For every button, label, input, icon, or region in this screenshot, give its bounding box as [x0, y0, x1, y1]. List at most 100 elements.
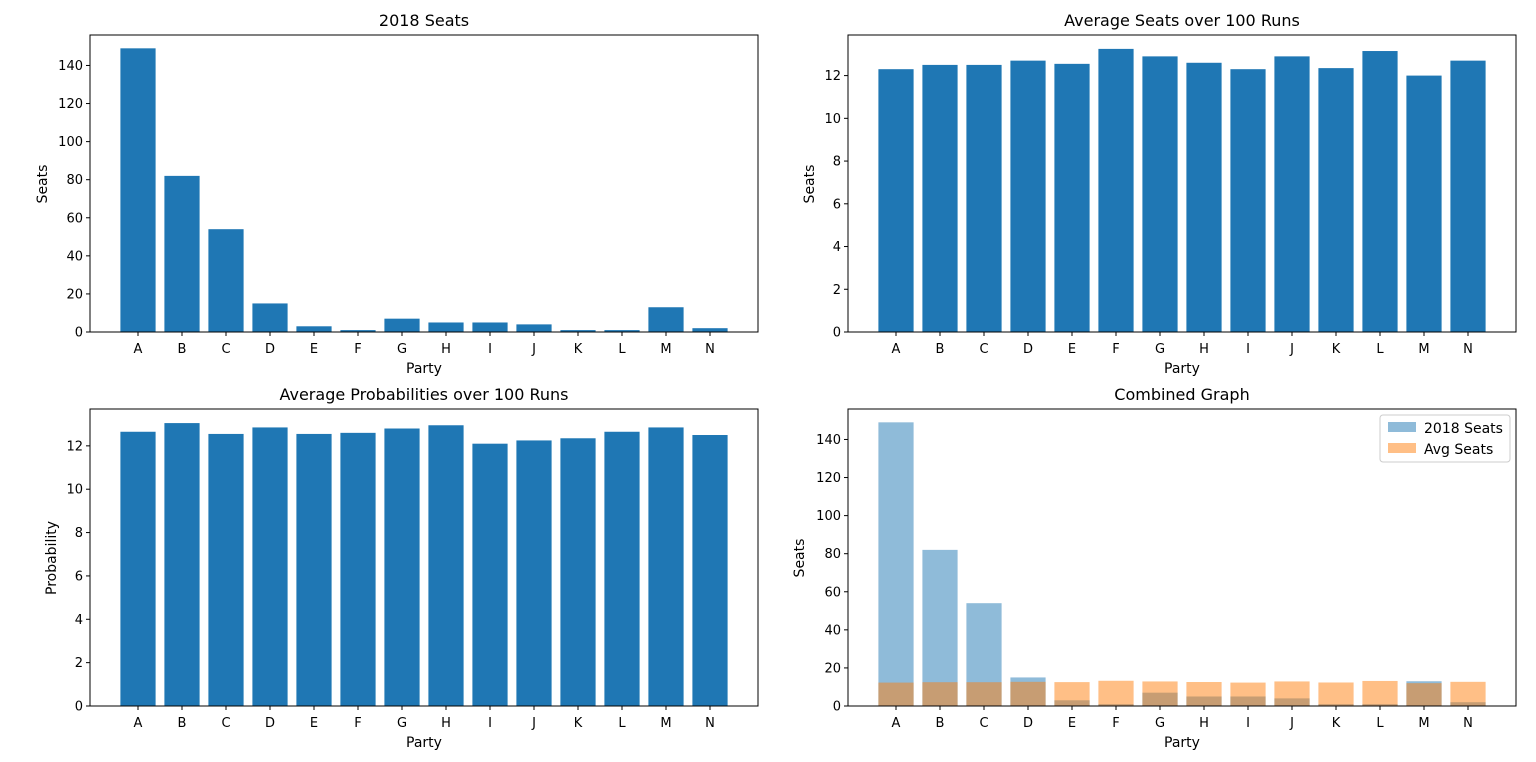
bar-m-series-1 [1406, 683, 1442, 706]
y-tick-label: 60 [66, 211, 83, 226]
x-tick-label: N [1463, 716, 1473, 731]
x-tick-label: E [1068, 716, 1076, 731]
x-tick-label: A [134, 342, 143, 357]
bar-a-series-1 [878, 682, 914, 706]
x-tick-label: A [892, 716, 901, 731]
x-tick-label: H [441, 342, 451, 357]
x-tick-label: H [1199, 342, 1209, 357]
bar-n [692, 435, 728, 706]
x-tick-label: G [1155, 342, 1165, 357]
x-tick-label: K [574, 342, 583, 357]
x-tick-label: B [178, 342, 187, 357]
y-tick-label: 60 [824, 585, 841, 600]
chart-title: Average Probabilities over 100 Runs [279, 385, 568, 404]
x-tick-label: E [1068, 342, 1076, 357]
bar-k-series-1 [1318, 682, 1354, 706]
x-tick-label: K [574, 716, 583, 731]
x-tick-label: L [618, 716, 626, 731]
bar-g [384, 318, 420, 332]
bar-d [252, 303, 288, 332]
bar-b-series-0 [922, 549, 958, 706]
x-tick-label: C [221, 342, 230, 357]
x-tick-label: F [1112, 716, 1119, 731]
bar-a [878, 69, 914, 332]
y-tick-label: 20 [66, 287, 83, 302]
y-tick-label: 140 [58, 59, 83, 74]
y-tick-label: 4 [833, 240, 841, 255]
x-axis-label: Party [1164, 735, 1200, 751]
y-tick-label: 6 [833, 197, 841, 212]
x-tick-label: M [1418, 342, 1429, 357]
bar-c-series-1 [966, 682, 1002, 706]
bar-b-series-1 [922, 682, 958, 706]
x-tick-label: J [531, 716, 536, 731]
y-tick-label: 40 [824, 623, 841, 638]
bar-n [1450, 60, 1486, 332]
plot-frame [89, 408, 759, 707]
bar-c [208, 433, 244, 706]
legend-swatch-avg-seats [1388, 443, 1416, 453]
x-tick-label: M [660, 716, 671, 731]
bar-j-series-1 [1274, 681, 1310, 706]
x-tick-label: A [134, 716, 143, 731]
bar-k [1318, 68, 1354, 333]
y-tick-label: 40 [66, 249, 83, 264]
x-tick-label: C [979, 716, 988, 731]
x-tick-label: D [265, 342, 275, 357]
x-tick-label: E [310, 342, 318, 357]
bar-d [1010, 60, 1046, 332]
x-tick-label: B [936, 716, 945, 731]
bar-h-series-1 [1186, 682, 1222, 706]
y-tick-label: 120 [816, 471, 841, 486]
y-tick-label: 0 [75, 700, 83, 715]
x-tick-label: J [531, 342, 536, 357]
bar-m [648, 427, 684, 706]
x-tick-label: H [441, 716, 451, 731]
bar-e [1054, 63, 1090, 332]
bar-c [966, 64, 1002, 332]
x-tick-label: D [265, 716, 275, 731]
plot-frame [847, 34, 1517, 333]
bar-k [560, 438, 596, 706]
x-tick-label: K [1332, 716, 1341, 731]
y-tick-label: 6 [75, 569, 83, 584]
x-tick-label: L [618, 342, 626, 357]
y-tick-label: 20 [824, 661, 841, 676]
chart-panel-average-seats: Average Seats over 100 Runs Party Seats … [802, 11, 1517, 377]
bar-j [1274, 56, 1310, 333]
bar-c [208, 229, 244, 332]
y-tick-label: 100 [816, 509, 841, 524]
x-tick-label: M [1418, 716, 1429, 731]
legend-swatch-2018-seats [1388, 422, 1416, 432]
y-axis-label: Seats [802, 165, 818, 204]
legend-label-avg-seats: Avg Seats [1424, 442, 1493, 458]
bar-m [648, 307, 684, 332]
x-tick-label: I [488, 716, 492, 731]
x-tick-label: M [660, 342, 671, 357]
bar-d-series-1 [1010, 681, 1046, 706]
x-tick-label: F [1112, 342, 1119, 357]
x-tick-label: J [1289, 342, 1294, 357]
legend: 2018 Seats Avg Seats [1379, 414, 1511, 463]
bar-e [296, 326, 332, 332]
bar-a [120, 431, 156, 706]
chart-title: Combined Graph [1114, 385, 1249, 404]
bar-h [428, 425, 464, 706]
plot-frame [89, 34, 759, 333]
chart-panel-2018-seats: 2018 Seats Party Seats A B C D E F G H I J K L M N 0 20… [35, 11, 759, 377]
x-tick-label: E [310, 716, 318, 731]
bar-b [164, 175, 200, 332]
bar-e [296, 433, 332, 706]
y-tick-label: 10 [824, 112, 841, 127]
bar-f [340, 330, 376, 332]
x-tick-label: H [1199, 716, 1209, 731]
bar-i [1230, 69, 1266, 332]
bar-g [1142, 56, 1178, 333]
legend-label-2018-seats: 2018 Seats [1424, 421, 1503, 437]
chart-title: 2018 Seats [379, 11, 469, 30]
x-tick-label: I [1246, 342, 1250, 357]
y-tick-label: 0 [75, 326, 83, 341]
x-tick-label: I [1246, 716, 1250, 731]
x-tick-label: N [705, 716, 715, 731]
